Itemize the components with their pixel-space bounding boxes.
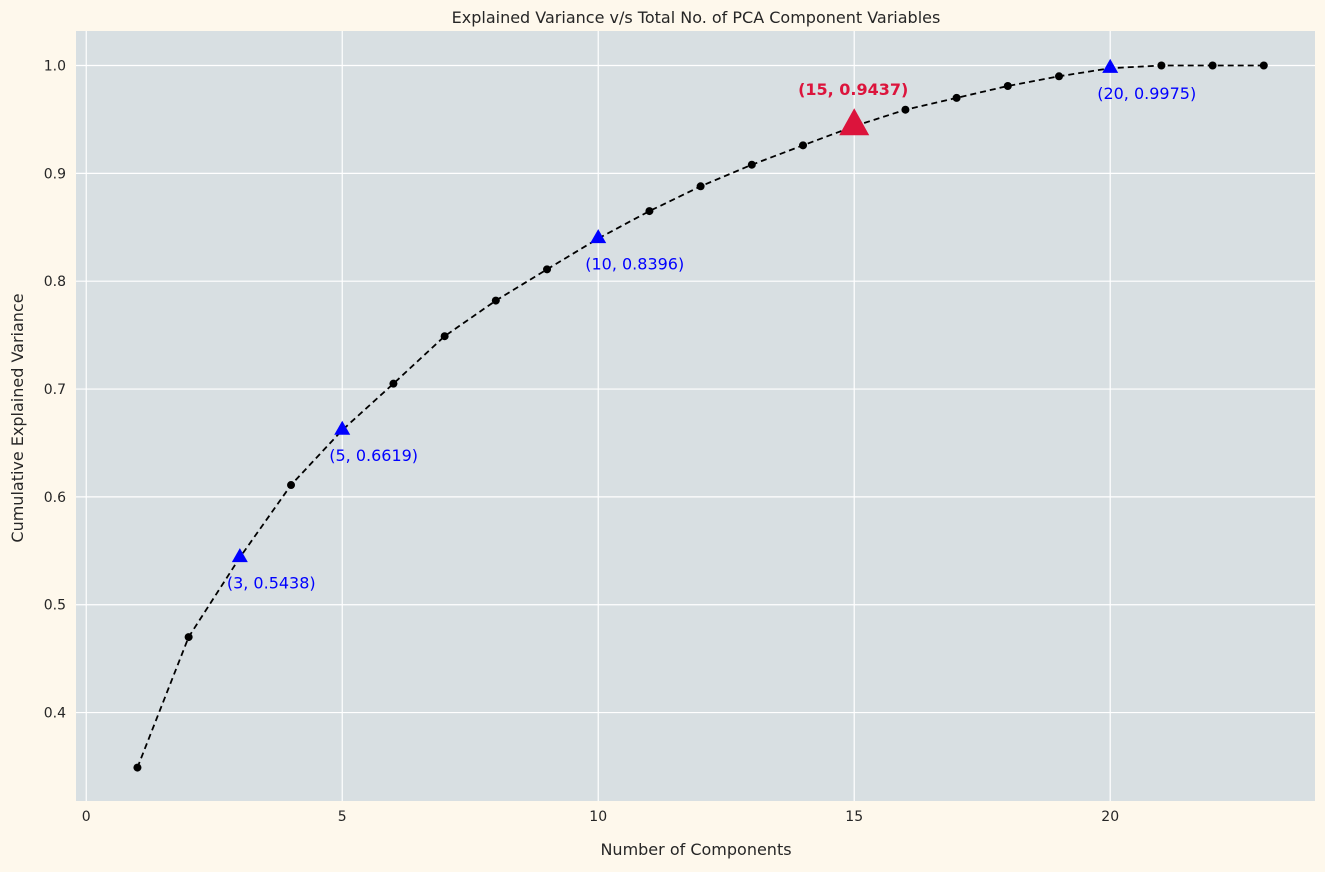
y-tick-label: 1.0 bbox=[44, 59, 66, 75]
data-point bbox=[287, 481, 296, 490]
y-tick-label: 0.9 bbox=[44, 166, 66, 182]
x-tick-label: 10 bbox=[589, 809, 607, 825]
annotation-label: (20, 0.9975) bbox=[1097, 84, 1196, 103]
data-point bbox=[901, 105, 910, 114]
plot-area bbox=[76, 31, 1315, 801]
chart-title: Explained Variance v/s Total No. of PCA … bbox=[452, 8, 941, 27]
data-point bbox=[1055, 72, 1064, 81]
data-point bbox=[747, 160, 756, 169]
y-tick-label: 0.8 bbox=[44, 274, 66, 290]
data-point bbox=[440, 332, 449, 341]
grid-lines bbox=[76, 31, 1315, 801]
y-tick-label: 0.6 bbox=[44, 490, 66, 506]
data-point bbox=[799, 141, 808, 150]
data-point bbox=[1208, 61, 1217, 70]
data-point bbox=[389, 379, 398, 388]
annotation-marker bbox=[1102, 58, 1119, 73]
y-tick-label: 0.4 bbox=[44, 706, 66, 722]
data-point bbox=[1259, 61, 1268, 70]
annotation-marker bbox=[231, 548, 248, 563]
data-point bbox=[133, 763, 142, 772]
x-axis-label: Number of Components bbox=[600, 840, 791, 859]
annotation-marker bbox=[590, 229, 607, 244]
data-point bbox=[184, 633, 193, 642]
y-axis-label: Cumulative Explained Variance bbox=[8, 293, 27, 542]
x-tick-label: 5 bbox=[338, 809, 347, 825]
data-point bbox=[1003, 82, 1012, 90]
data-point bbox=[543, 265, 552, 274]
annotation-label: (15, 0.9437) bbox=[798, 80, 908, 99]
data-point bbox=[952, 93, 961, 102]
annotation-label: (5, 0.6619) bbox=[329, 446, 418, 465]
annotations-layer: (3, 0.5438) (5, 0.6619) (10, 0.8396) (15, 0… bbox=[227, 58, 1196, 592]
y-tick-label: 0.5 bbox=[44, 598, 66, 614]
axis-ticks: 0 5 10 15 20 0.4 0.5 0.6 0.7 0.8 0.9 1.0 bbox=[44, 59, 1119, 825]
annotation-label: (10, 0.8396) bbox=[585, 254, 684, 273]
annotation-label: (3, 0.5438) bbox=[227, 573, 316, 592]
annotation-marker bbox=[839, 108, 870, 136]
data-point bbox=[491, 296, 500, 305]
data-point bbox=[696, 182, 705, 191]
y-tick-label: 0.7 bbox=[44, 382, 66, 398]
x-tick-label: 20 bbox=[1101, 809, 1119, 825]
data-point bbox=[1157, 61, 1166, 70]
x-tick-label: 15 bbox=[845, 809, 863, 825]
data-point bbox=[645, 207, 654, 216]
x-tick-label: 0 bbox=[82, 809, 91, 825]
annotation-marker bbox=[334, 420, 351, 435]
